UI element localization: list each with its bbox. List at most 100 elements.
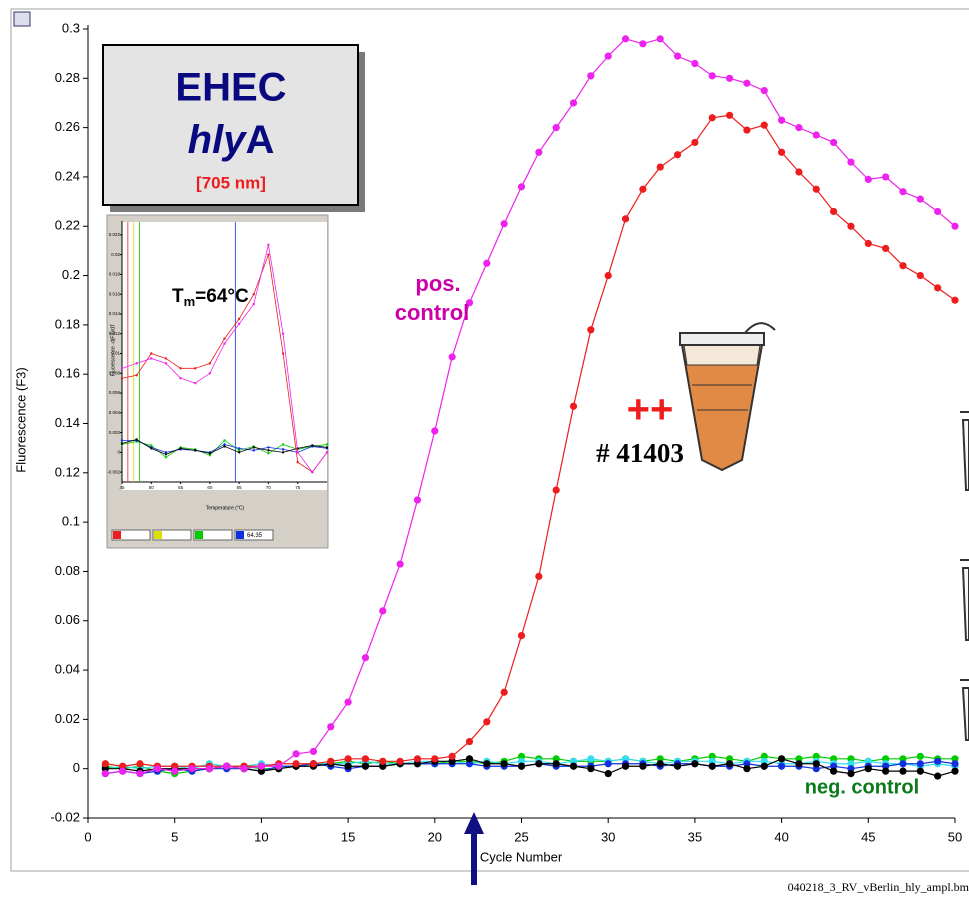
data-point xyxy=(120,442,124,445)
data-point xyxy=(847,222,855,230)
y-tick-label: 0.006 xyxy=(109,390,121,395)
data-point xyxy=(194,381,197,385)
y-tick-label: 0.018 xyxy=(109,272,121,277)
data-point xyxy=(361,755,370,763)
data-point xyxy=(237,447,241,450)
data-point xyxy=(448,757,456,765)
data-point xyxy=(587,72,595,80)
x-tick-label: 70 xyxy=(266,485,272,490)
sample-label: # 41403 xyxy=(596,438,684,468)
data-point xyxy=(725,111,734,119)
data-point xyxy=(899,262,907,270)
data-point xyxy=(171,762,179,770)
data-point xyxy=(673,762,682,770)
data-point xyxy=(281,332,285,335)
data-point xyxy=(569,757,578,765)
tube-partial xyxy=(960,411,969,741)
data-point xyxy=(899,767,907,775)
data-point xyxy=(708,72,716,80)
data-point xyxy=(552,486,560,494)
data-point xyxy=(135,438,138,441)
data-point xyxy=(517,752,526,760)
data-point xyxy=(223,762,231,770)
data-point xyxy=(164,456,168,459)
data-point xyxy=(309,760,318,768)
data-point xyxy=(223,337,226,340)
data-point xyxy=(812,752,820,760)
data-point xyxy=(194,367,197,370)
data-point xyxy=(281,352,285,355)
data-point xyxy=(267,253,270,256)
label-gene: hlyA xyxy=(188,118,275,162)
data-point xyxy=(164,357,168,360)
data-point xyxy=(517,183,526,191)
data-point xyxy=(252,292,255,296)
data-point xyxy=(325,443,329,446)
data-point xyxy=(639,40,647,48)
data-point xyxy=(882,767,890,775)
data-point xyxy=(164,362,168,365)
data-point xyxy=(778,148,786,156)
data-point xyxy=(760,121,768,129)
data-point xyxy=(934,207,942,216)
data-point xyxy=(621,35,630,43)
neg-label: neg. control xyxy=(805,776,919,798)
data-point xyxy=(150,352,153,355)
x-tick-label: 10 xyxy=(254,829,268,844)
data-point xyxy=(847,755,855,763)
inset-readouts: 64.35 xyxy=(111,529,274,541)
x-tick-label: 45 xyxy=(119,485,125,490)
data-point xyxy=(252,449,255,452)
data-point xyxy=(292,750,300,758)
data-point xyxy=(136,760,144,768)
y-tick-label: 0.24 xyxy=(55,168,80,183)
y-tick-label: 0 xyxy=(117,450,120,455)
data-point xyxy=(847,760,855,768)
data-point xyxy=(760,757,768,765)
data-point xyxy=(223,439,226,442)
data-point xyxy=(778,116,786,124)
tm-label: Tm=64°C xyxy=(172,286,249,309)
data-point xyxy=(135,362,138,365)
data-point xyxy=(743,765,751,773)
data-point xyxy=(535,572,543,580)
data-point xyxy=(344,698,352,706)
data-point xyxy=(552,124,560,132)
y-tick-label: 0.26 xyxy=(55,119,80,134)
readout-swatch xyxy=(236,531,244,539)
y-tick-label: 0.002 xyxy=(109,430,121,435)
y-tick-label: -0.02 xyxy=(50,809,80,824)
data-point xyxy=(517,631,526,640)
data-point xyxy=(916,271,924,280)
data-point xyxy=(673,52,682,60)
readout-box xyxy=(152,529,192,541)
data-point xyxy=(379,757,387,765)
file-name: 040218_3_RV_vBerlin_hly_ampl.bm xyxy=(788,880,969,894)
y-tick-label: 0.012 xyxy=(109,331,121,336)
data-point xyxy=(517,762,526,770)
data-point xyxy=(882,762,890,770)
data-point xyxy=(101,765,109,773)
data-point xyxy=(465,755,474,763)
data-point xyxy=(150,444,153,447)
data-point xyxy=(864,175,872,184)
data-point xyxy=(864,757,872,765)
data-point xyxy=(179,367,182,370)
x-tick-label: 75 xyxy=(295,485,301,490)
y-tick-label: 0.04 xyxy=(55,662,80,677)
y-tick-label: 0.12 xyxy=(55,464,80,479)
data-point xyxy=(179,377,182,380)
data-point xyxy=(604,271,612,280)
data-point xyxy=(569,402,578,410)
data-point xyxy=(951,222,959,230)
data-point xyxy=(361,654,370,662)
data-point xyxy=(237,451,241,454)
data-point xyxy=(621,762,630,770)
data-point xyxy=(500,688,508,696)
data-point xyxy=(864,239,872,248)
data-point xyxy=(830,207,838,216)
y-tick-label: 0.18 xyxy=(55,316,80,331)
data-point xyxy=(135,374,138,377)
y-tick-label: 0.1 xyxy=(62,514,80,529)
x-tick-label: 25 xyxy=(514,829,528,844)
